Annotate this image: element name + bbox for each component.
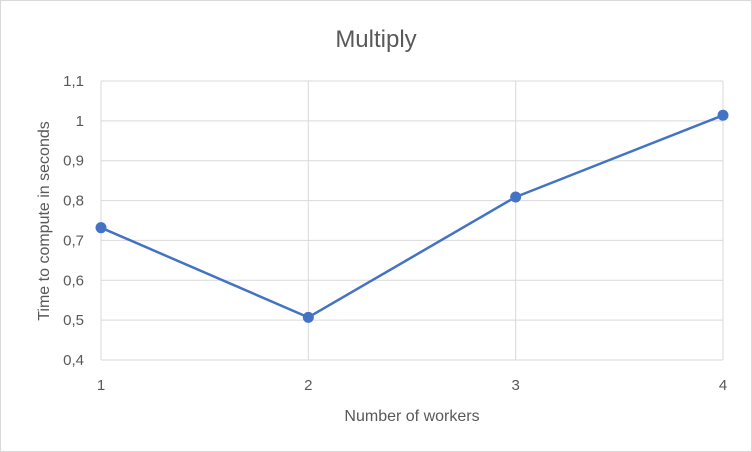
x-tick-label: 1 xyxy=(97,377,105,394)
y-tick-label: 0,7 xyxy=(63,232,84,249)
y-tick-label: 0,6 xyxy=(63,272,84,289)
y-axis-ticks: 0,4 0,5 0,6 0,7 0,8 0,9 1 1,1 xyxy=(63,73,84,369)
y-tick-label: 1 xyxy=(76,113,84,130)
data-point xyxy=(510,191,522,203)
y-tick-label: 0,9 xyxy=(63,153,84,170)
y-tick-label: 0,5 xyxy=(63,312,84,329)
x-axis-ticks: 1 2 3 4 xyxy=(97,377,727,394)
x-axis-label: Number of workers xyxy=(344,408,479,425)
gridlines xyxy=(100,80,724,361)
x-tick-label: 2 xyxy=(304,377,312,394)
data-point xyxy=(302,311,314,323)
y-axis-label: Time to compute in seconds xyxy=(36,121,53,321)
series-line xyxy=(100,114,724,319)
y-tick-label: 1,1 xyxy=(63,73,84,90)
series-layer xyxy=(95,109,729,323)
chart-title: Multiply xyxy=(335,26,416,53)
x-tick-label: 4 xyxy=(719,377,727,394)
data-point xyxy=(95,222,107,234)
y-tick-label: 0,8 xyxy=(63,193,84,210)
y-tick-label: 0,4 xyxy=(63,352,84,369)
data-point xyxy=(717,109,729,121)
x-tick-label: 3 xyxy=(511,377,519,394)
